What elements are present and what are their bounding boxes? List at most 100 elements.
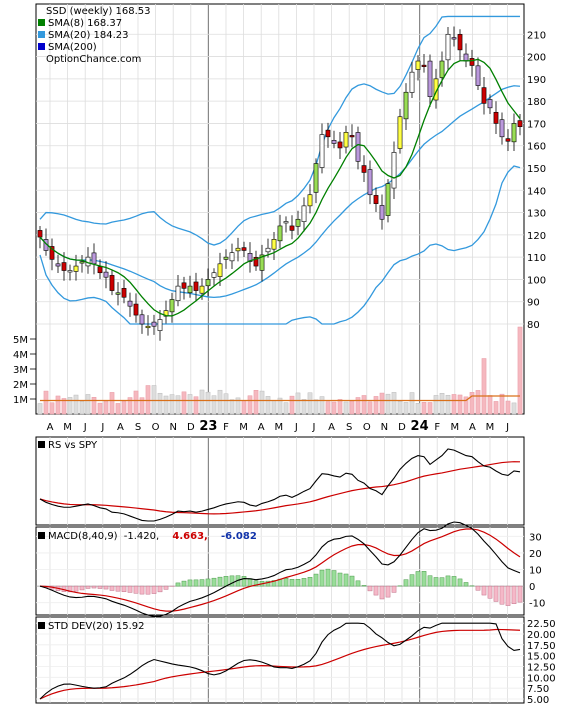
- candle-body: [253, 257, 259, 267]
- candle-body: [331, 140, 337, 144]
- month-label: S: [135, 422, 141, 433]
- macd-lines: [39, 521, 521, 617]
- candle-body: [481, 87, 487, 104]
- macd-hist-bar: [361, 585, 367, 587]
- month-label: N: [169, 422, 176, 433]
- volume-bar: [325, 401, 331, 415]
- macd-hist-bar: [187, 579, 193, 587]
- volume-bar: [49, 402, 55, 415]
- volume-bar: [355, 397, 361, 415]
- candle-body: [361, 165, 367, 173]
- volume-bar: [103, 400, 109, 415]
- volume-bar: [469, 392, 475, 415]
- volume-bar: [169, 394, 175, 415]
- macd-hist-bar: [355, 580, 361, 587]
- volume-bar: [439, 393, 445, 415]
- stddev-legend-swatch: [38, 622, 45, 629]
- price-tick-label: 120: [527, 231, 546, 242]
- candle-body: [151, 321, 157, 327]
- candle-body: [421, 64, 427, 67]
- candle-body: [409, 71, 415, 93]
- upper-band-line: [39, 15, 520, 246]
- candle-body: [223, 256, 229, 260]
- macd-hist-bar: [247, 578, 253, 587]
- candle-body: [199, 285, 205, 294]
- stddev-title: STD DEV(20) 15.92: [48, 621, 145, 632]
- volume-bar: [493, 401, 499, 415]
- month-label: A: [328, 422, 335, 433]
- month-label: A: [258, 422, 265, 433]
- volume-tick-label: 4M: [13, 350, 28, 361]
- stddev-tick-label: 22.50: [527, 619, 556, 630]
- rs-title: RS vs SPY: [48, 440, 98, 451]
- candle-body: [397, 116, 403, 149]
- macd-legend: MACD(8,40,9) -1.420, 4.663, -6.082: [48, 531, 257, 542]
- macd-hist-bar: [475, 585, 481, 591]
- candle-body: [403, 91, 409, 120]
- macd-hist-bar: [211, 577, 217, 587]
- macd-hist-bar: [241, 576, 247, 587]
- volume-bar: [403, 402, 409, 415]
- candle-body: [235, 247, 241, 252]
- month-label: S: [346, 422, 352, 433]
- stddev-lines: [39, 622, 521, 700]
- volume-tick-label: 3M: [13, 365, 28, 376]
- macd-hist-bar: [511, 585, 517, 604]
- macd-hist-bar: [307, 577, 313, 587]
- macd-hist-bar: [283, 578, 289, 587]
- volume-bar: [451, 394, 457, 415]
- volume-bar: [55, 395, 61, 415]
- macd-hist-bar: [145, 585, 151, 595]
- volume-bar: [373, 396, 379, 415]
- candle-body: [385, 183, 391, 216]
- macd-hist-bar: [349, 575, 355, 587]
- candle-body: [457, 34, 463, 51]
- volume-bar: [151, 385, 157, 415]
- macd-hist-bar: [445, 575, 451, 587]
- candle-body: [145, 325, 151, 329]
- macd-tick-label: -10: [529, 599, 545, 610]
- candle-body: [379, 205, 385, 220]
- candle-body: [175, 285, 181, 302]
- candle-body: [325, 129, 331, 138]
- volume-bar: [247, 395, 253, 415]
- macd-hist-bar: [133, 585, 139, 594]
- candle-body: [319, 134, 325, 168]
- stddev-average-line: [39, 628, 521, 700]
- legend-swatch: [38, 31, 45, 38]
- candle-body: [187, 285, 193, 294]
- macd-hist-bar: [421, 571, 427, 587]
- volume-bar: [361, 395, 367, 415]
- price-tick-label: 170: [527, 119, 546, 130]
- volume-bar: [307, 392, 313, 415]
- candle-body: [475, 65, 481, 86]
- volume-bar: [43, 390, 49, 415]
- volume-bar: [37, 403, 43, 415]
- candle-body: [127, 300, 133, 307]
- price-panel-frame: [35, 3, 525, 415]
- macd-hist-bar: [337, 572, 343, 587]
- macd-hist-bar: [67, 585, 73, 593]
- macd-hist-bar: [127, 585, 133, 593]
- candle-body: [295, 218, 301, 227]
- price-tick-label: 150: [527, 164, 546, 175]
- month-label: M: [274, 422, 283, 433]
- macd-hist-bar: [331, 570, 337, 587]
- volume-tick-label: 1M: [13, 395, 28, 406]
- candle-body: [391, 152, 397, 189]
- month-label: J: [100, 422, 104, 433]
- candle-body: [241, 247, 247, 251]
- month-label: O: [363, 422, 371, 433]
- candle-body: [211, 272, 217, 278]
- candle-body: [415, 60, 421, 70]
- macd-hist-bar: [451, 576, 457, 587]
- price-tick-label: 110: [527, 253, 546, 264]
- candle-body: [511, 123, 517, 143]
- legend-entry: SMA(200): [48, 42, 97, 53]
- candle-body: [445, 33, 451, 61]
- macd-panel: -10 0 10 20 30 MACD(8,40,9) -1.420, 4.663, -…: [35, 521, 545, 617]
- candle-body: [439, 60, 445, 78]
- volume-bar: [181, 391, 187, 415]
- macd-hist-bar: [103, 585, 109, 590]
- price-tick-label: 210: [527, 30, 546, 41]
